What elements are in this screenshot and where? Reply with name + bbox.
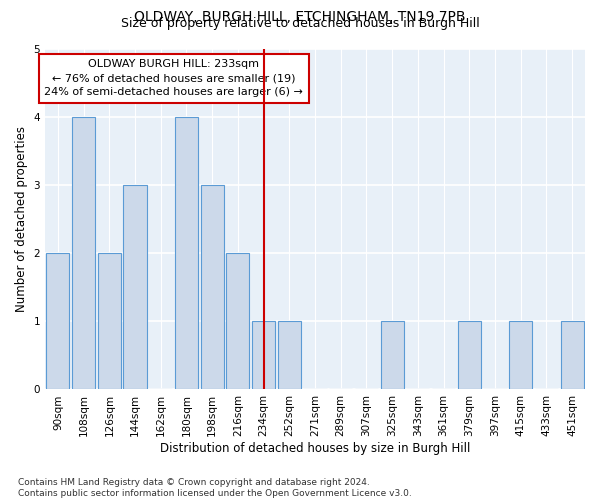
X-axis label: Distribution of detached houses by size in Burgh Hill: Distribution of detached houses by size … — [160, 442, 470, 455]
Bar — [124, 185, 146, 390]
Bar — [175, 117, 198, 390]
Bar — [200, 185, 224, 390]
Y-axis label: Number of detached properties: Number of detached properties — [15, 126, 28, 312]
Bar — [226, 254, 250, 390]
Bar — [98, 254, 121, 390]
Bar — [380, 322, 404, 390]
Bar — [560, 322, 584, 390]
Text: OLDWAY, BURGH HILL, ETCHINGHAM, TN19 7PB: OLDWAY, BURGH HILL, ETCHINGHAM, TN19 7PB — [134, 10, 466, 24]
Text: OLDWAY BURGH HILL: 233sqm
← 76% of detached houses are smaller (19)
24% of semi-: OLDWAY BURGH HILL: 233sqm ← 76% of detac… — [44, 59, 303, 97]
Bar — [252, 322, 275, 390]
Text: Contains HM Land Registry data © Crown copyright and database right 2024.
Contai: Contains HM Land Registry data © Crown c… — [18, 478, 412, 498]
Bar — [72, 117, 95, 390]
Bar — [509, 322, 532, 390]
Bar — [458, 322, 481, 390]
Bar — [278, 322, 301, 390]
Text: Size of property relative to detached houses in Burgh Hill: Size of property relative to detached ho… — [121, 18, 479, 30]
Bar — [46, 254, 70, 390]
